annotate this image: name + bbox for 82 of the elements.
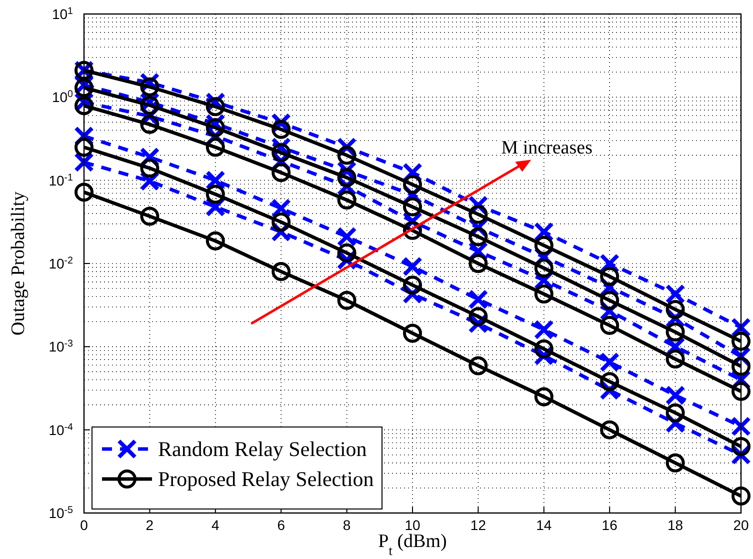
point (600, 316, 620, 335)
point (534, 258, 554, 278)
point (140, 114, 160, 134)
x-axis-title: P$_{t}$ (dBm) (378, 531, 447, 558)
y-tick-label: 10$^{-2}$ (48, 255, 73, 272)
y-tick-label: 10$^{0}$ (52, 88, 74, 106)
point (732, 356, 750, 376)
point (206, 184, 225, 204)
point (468, 307, 488, 326)
point (206, 97, 225, 116)
point (534, 320, 554, 340)
x-tick-label: 18 (668, 517, 684, 533)
point (74, 182, 94, 202)
x-tick-label: 2 (146, 517, 154, 533)
point (272, 163, 291, 182)
point (272, 143, 291, 162)
point (534, 284, 554, 304)
point (403, 197, 422, 216)
point (206, 118, 225, 138)
x-tick-label: 0 (80, 517, 88, 533)
point (74, 152, 94, 172)
y-tick-label: 10$^{-4}$ (48, 421, 74, 438)
x-tick-label: 20 (733, 517, 749, 533)
point (600, 372, 620, 392)
point (666, 453, 685, 472)
y-tick-label: 10$^{-1}$ (48, 172, 73, 188)
point (403, 276, 422, 295)
x-tick-label: 4 (212, 517, 220, 533)
x-tick-label: 12 (470, 517, 486, 533)
point (272, 262, 291, 282)
point (468, 227, 488, 246)
point (403, 175, 422, 194)
point (468, 356, 488, 376)
point (732, 332, 750, 351)
point (206, 138, 225, 157)
point (272, 120, 291, 139)
point (600, 352, 620, 372)
point (140, 158, 160, 178)
point (74, 138, 94, 157)
x-tick-label: 8 (342, 517, 351, 533)
point (600, 290, 620, 310)
point (140, 96, 160, 115)
point (666, 403, 685, 422)
point (732, 382, 750, 401)
annotation: M increases (501, 138, 592, 159)
point (732, 486, 750, 506)
legend-label: Random Relay Selection (158, 437, 368, 461)
point (402, 256, 422, 277)
point (206, 231, 225, 250)
y-tick-label: 10$^{-3}$ (48, 338, 74, 355)
point (600, 266, 620, 286)
point (337, 146, 356, 165)
point (337, 190, 356, 210)
x-tick-label: 16 (602, 517, 618, 533)
y-tick-label: 10$^{-5}$ (48, 504, 74, 521)
point (534, 387, 554, 406)
x-tick-label: 14 (536, 517, 552, 533)
point (468, 204, 488, 224)
point (600, 420, 620, 440)
x-tick-label: 6 (277, 517, 286, 533)
y-axis-title: Outage Probability (8, 190, 29, 336)
point (468, 289, 488, 310)
point (403, 324, 422, 343)
y-tick-label: 10$^{1}$ (52, 6, 73, 22)
x-tick-label: 10 (404, 517, 420, 533)
point (337, 243, 356, 262)
point (140, 206, 160, 226)
point (666, 350, 685, 369)
point (731, 416, 751, 436)
point (468, 254, 488, 273)
point (665, 385, 686, 406)
point (666, 322, 685, 342)
point (534, 236, 554, 255)
point (272, 212, 291, 232)
point (74, 96, 94, 116)
legend-label: Proposed Relay Selection (158, 467, 374, 491)
point (732, 437, 750, 456)
point (337, 290, 356, 310)
point (140, 77, 160, 96)
point (534, 339, 554, 358)
point (337, 168, 356, 188)
point (666, 300, 685, 319)
